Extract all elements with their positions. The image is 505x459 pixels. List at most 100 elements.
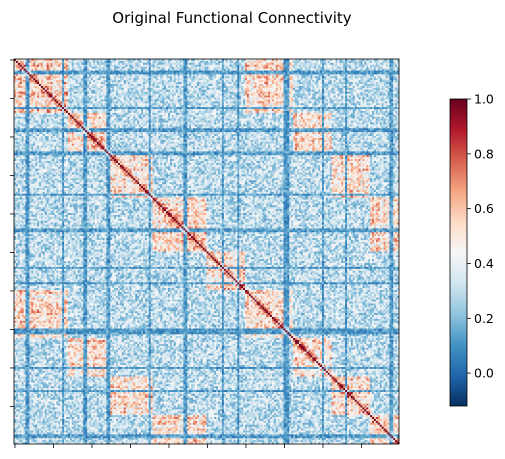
heatmap-cell [103,92,105,94]
heatmap-cell [68,72,70,74]
heatmap-cell [310,76,312,78]
heatmap-cell [370,101,372,103]
heatmap-cell [339,69,341,71]
heatmap-cell [382,98,384,100]
heatmap-cell [232,78,234,80]
heatmap-cell [185,72,187,74]
heatmap-cell [243,99,245,101]
heatmap-cell [282,76,284,78]
heatmap-row [14,88,399,90]
heatmap-cell [156,84,158,86]
heatmap-cell [22,86,24,88]
heatmap-cell [276,105,278,107]
heatmap-cell [278,72,280,74]
heatmap-cell [187,72,189,74]
heatmap-cell [310,105,312,107]
heatmap-cell [62,61,64,63]
heatmap-cell [268,84,270,86]
heatmap-cell [299,65,301,67]
heatmap-cell [122,96,124,98]
heatmap-cell [355,94,357,96]
heatmap-cell [56,88,58,90]
heatmap-cell [299,78,301,80]
heatmap-cell [54,69,56,71]
heatmap-cell [395,80,397,82]
heatmap-cell [139,82,141,84]
heatmap-cell [31,69,33,71]
heatmap-cell [128,99,130,101]
heatmap-cell [39,72,41,74]
heatmap-cell [309,71,311,73]
heatmap-cell [183,94,185,96]
heatmap-cell [91,74,93,76]
heatmap-cell [20,61,22,63]
heatmap-cell [260,76,262,78]
heatmap-cell [274,98,276,100]
heatmap-cell [330,63,332,65]
heatmap-cell [178,99,180,101]
heatmap-cell [158,71,160,73]
heatmap-cell [320,96,322,98]
heatmap-cell [316,88,318,90]
heatmap-cell [183,61,185,63]
heatmap-cell [368,74,370,76]
heatmap-cell [162,63,164,65]
heatmap-cell [58,84,60,86]
heatmap-cell [76,61,78,63]
heatmap-cell [301,72,303,74]
heatmap-cell [391,82,393,84]
heatmap-cell [353,103,355,105]
heatmap-cell [268,94,270,96]
heatmap-cell [305,103,307,105]
heatmap-cell [128,88,130,90]
heatmap-cell [174,103,176,105]
heatmap-cell [93,105,95,107]
heatmap-cell [110,94,112,96]
heatmap-cell [93,90,95,92]
heatmap-cell [366,74,368,76]
heatmap-cell [195,103,197,105]
heatmap-cell [93,78,95,80]
heatmap-cell [26,86,28,88]
heatmap-cell [243,103,245,105]
heatmap-cell [376,63,378,65]
heatmap-cell [158,69,160,71]
heatmap-cell [174,76,176,78]
heatmap-cell [68,98,70,100]
heatmap-cell [130,86,132,88]
heatmap-cell [264,99,266,101]
heatmap-cell [168,71,170,73]
heatmap-cell [226,84,228,86]
heatmap-cell [116,101,118,103]
heatmap-cell [91,84,93,86]
heatmap-cell [45,72,47,74]
heatmap-cell [85,76,87,78]
heatmap-cell [18,84,20,86]
heatmap-cell [389,103,391,105]
heatmap-cell [180,88,182,90]
heatmap-cell [185,69,187,71]
heatmap-cell [274,61,276,63]
heatmap-cell [347,103,349,105]
heatmap-cell [268,92,270,94]
heatmap-cell [272,74,274,76]
heatmap-cell [37,103,39,105]
heatmap-cell [201,71,203,73]
heatmap-cell [218,80,220,82]
heatmap-cell [214,76,216,78]
heatmap-cell [380,98,382,100]
heatmap-cell [224,71,226,73]
heatmap-cell [104,103,106,105]
heatmap-cell [118,90,120,92]
heatmap-cell [35,69,37,71]
heatmap-cell [79,76,81,78]
heatmap-cell [245,98,247,100]
heatmap-cell [341,84,343,86]
heatmap-cell [89,69,91,71]
heatmap-cell [291,86,293,88]
heatmap-cell [220,92,222,94]
heatmap-cell [79,88,81,90]
heatmap-cell [289,98,291,100]
heatmap-cell [374,99,376,101]
heatmap-cell [81,63,83,65]
